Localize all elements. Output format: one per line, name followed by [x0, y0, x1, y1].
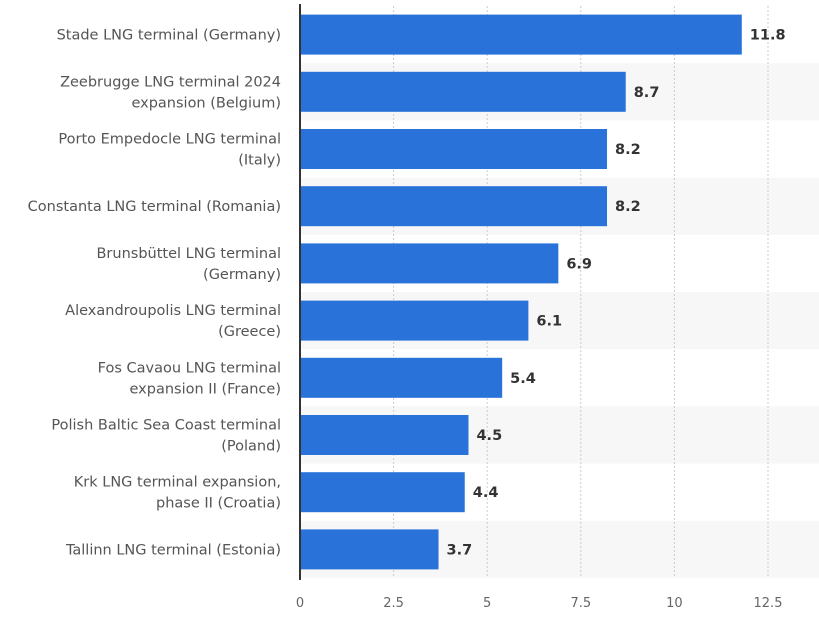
value-label: 6.1	[536, 314, 562, 330]
category-label: Alexandroupolis LNG terminal (Greece)	[65, 303, 281, 340]
bar	[300, 529, 439, 570]
x-tick-label: 2.5	[383, 596, 404, 611]
category-label-line: Fos Cavaou LNG terminal	[98, 360, 281, 376]
x-tick-label: 12.5	[754, 596, 783, 611]
category-label: Krk LNG terminal expansion, phase II (Cro…	[74, 475, 281, 512]
category-label-line: Porto Empedocle LNG terminal	[58, 132, 281, 148]
category-label-line: Stade LNG terminal (Germany)	[57, 28, 281, 44]
x-tick-labels: 0 2.5 5 7.5 10 12.5	[296, 596, 783, 611]
bar	[300, 415, 469, 455]
bar	[300, 71, 626, 112]
x-tick-label: 0	[296, 596, 304, 611]
x-tick-label: 5	[483, 596, 491, 611]
value-label: 3.7	[447, 542, 473, 558]
category-label: Stade LNG terminal (Germany)	[57, 28, 281, 44]
category-label-line: (Germany)	[203, 267, 281, 283]
bar	[300, 14, 742, 55]
value-label: 8.2	[615, 142, 641, 158]
category-label: Fos Cavaou LNG terminal expansion II (Fra…	[98, 360, 281, 397]
category-label-line: expansion (Belgium)	[131, 95, 281, 111]
category-label: Polish Baltic Sea Coast terminal (Poland)	[51, 418, 281, 455]
value-label: 4.4	[473, 485, 499, 501]
value-label: 6.9	[566, 256, 592, 272]
category-label-line: Tallinn LNG terminal (Estonia)	[65, 542, 281, 558]
x-tick-label: 7.5	[570, 596, 591, 611]
bar	[300, 186, 608, 227]
category-label-line: Brunsbüttel LNG terminal	[96, 246, 281, 262]
category-label-line: Polish Baltic Sea Coast terminal	[51, 418, 281, 434]
bar	[300, 129, 608, 169]
bar	[300, 243, 559, 284]
category-label: Zeebrugge LNG terminal 2024 expansion (Be…	[60, 74, 281, 111]
bar	[300, 300, 529, 341]
bars	[300, 14, 742, 570]
category-label-line: phase II (Croatia)	[156, 496, 281, 512]
category-label: Constanta LNG terminal (Romania)	[28, 199, 281, 215]
value-label: 8.7	[634, 85, 660, 101]
category-label: Porto Empedocle LNG terminal (Italy)	[58, 132, 281, 169]
x-tick-label: 10	[666, 596, 683, 611]
category-label-line: (Poland)	[221, 439, 281, 455]
value-labels: 11.8 8.7 8.2 8.2 6.9 6.1 5.4 4.5 4.4 3.7	[447, 28, 786, 559]
value-label: 11.8	[750, 28, 786, 44]
category-label: Tallinn LNG terminal (Estonia)	[65, 542, 281, 558]
value-label: 8.2	[615, 199, 641, 215]
category-label-line: Alexandroupolis LNG terminal	[65, 303, 281, 319]
value-label: 4.5	[476, 428, 502, 444]
category-label-line: (Italy)	[238, 153, 281, 169]
category-label-line: Krk LNG terminal expansion,	[74, 475, 281, 491]
category-labels: Stade LNG terminal (Germany) Zeebrugge LN…	[28, 28, 281, 559]
category-label: Brunsbüttel LNG terminal (Germany)	[96, 246, 281, 283]
category-label-line: expansion II (France)	[130, 381, 281, 397]
category-label-line: (Greece)	[218, 324, 281, 340]
category-label-line: Constanta LNG terminal (Romania)	[28, 199, 281, 215]
bar	[300, 472, 465, 513]
category-label-line: Zeebrugge LNG terminal 2024	[60, 74, 281, 90]
bar	[300, 357, 503, 398]
value-label: 5.4	[510, 371, 536, 387]
